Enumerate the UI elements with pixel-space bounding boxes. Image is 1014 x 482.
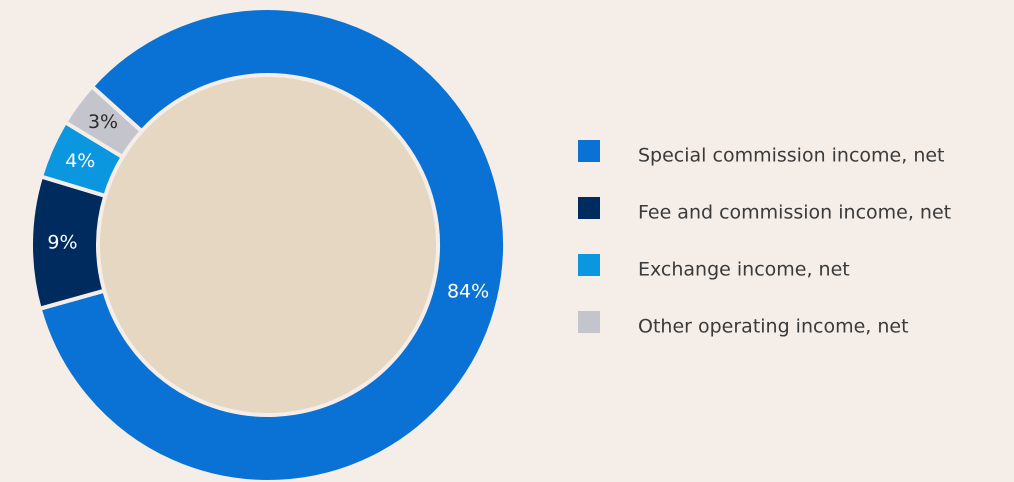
data-label: 84% bbox=[447, 280, 489, 302]
donut-segment bbox=[62, 83, 145, 160]
legend-swatch bbox=[578, 140, 600, 162]
legend-label: Fee and commission income, net bbox=[638, 202, 951, 224]
legend-swatch bbox=[578, 311, 600, 333]
data-label: 4% bbox=[65, 150, 95, 172]
donut-segment bbox=[37, 6, 507, 482]
legend-label: Other operating income, net bbox=[638, 316, 909, 338]
legend-swatch bbox=[578, 197, 600, 219]
legend-label: Special commission income, net bbox=[638, 145, 945, 167]
donut-center bbox=[100, 77, 436, 413]
legend-swatch bbox=[578, 254, 600, 276]
data-label: 3% bbox=[88, 111, 118, 133]
data-label: 9% bbox=[47, 231, 77, 253]
legend-label: Exchange income, net bbox=[638, 259, 850, 281]
